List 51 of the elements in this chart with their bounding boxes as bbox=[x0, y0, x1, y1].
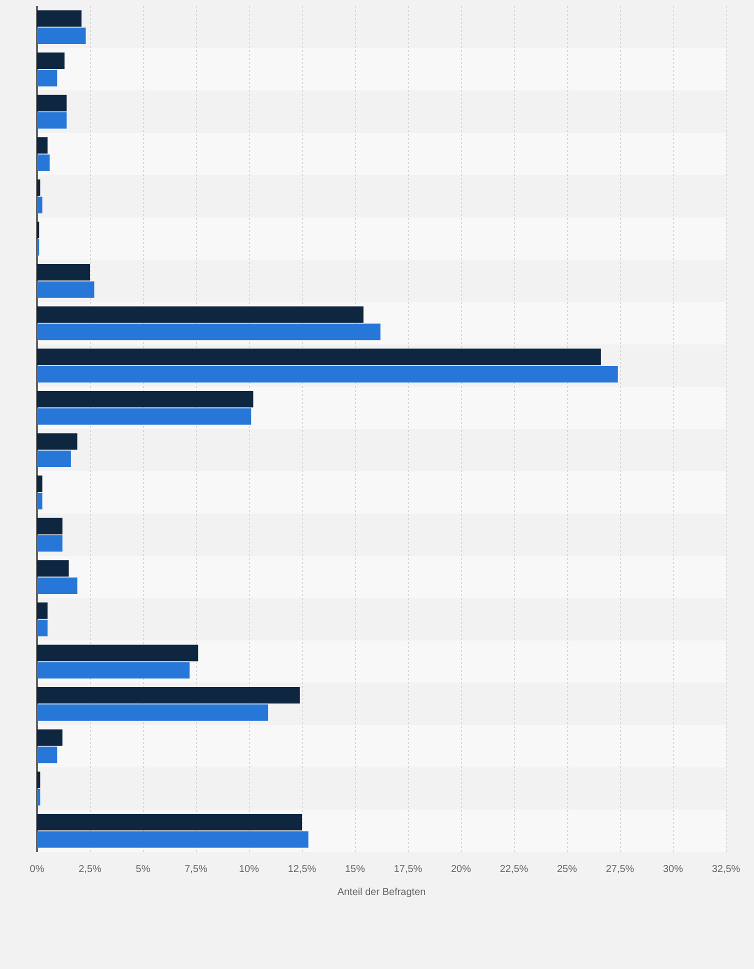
bar bbox=[37, 10, 82, 27]
x-tick-label: 30% bbox=[662, 864, 684, 875]
bar bbox=[37, 52, 65, 70]
x-tick-label: 15% bbox=[344, 864, 366, 875]
bar bbox=[37, 408, 252, 425]
bar bbox=[37, 450, 71, 468]
x-axis-title: Anteil der Befragten bbox=[337, 886, 426, 898]
bar bbox=[37, 264, 90, 281]
bar bbox=[37, 137, 48, 154]
bar bbox=[37, 814, 302, 830]
x-tick-label: 10% bbox=[238, 864, 260, 875]
x-tick-label: 25% bbox=[556, 864, 578, 875]
x-tick-label: 20% bbox=[450, 864, 472, 875]
bar bbox=[37, 560, 69, 577]
bar bbox=[37, 620, 48, 636]
bar bbox=[37, 518, 62, 534]
bar bbox=[37, 196, 42, 214]
bar bbox=[37, 644, 198, 662]
x-tick-label: 0% bbox=[30, 864, 44, 875]
bar bbox=[37, 112, 67, 129]
bar bbox=[37, 687, 300, 704]
bar bbox=[37, 729, 62, 746]
bar bbox=[37, 772, 40, 788]
x-tick-label: 22,5% bbox=[500, 864, 528, 875]
bar bbox=[37, 602, 48, 619]
x-tick-label: 12,5% bbox=[288, 864, 316, 875]
bar bbox=[37, 154, 50, 171]
bar bbox=[37, 70, 58, 86]
x-tick-label: 5% bbox=[136, 864, 150, 875]
bar bbox=[37, 577, 78, 594]
bar bbox=[37, 306, 364, 323]
bar bbox=[37, 433, 78, 450]
bar bbox=[37, 831, 308, 848]
bar bbox=[37, 476, 42, 492]
bar bbox=[37, 28, 86, 44]
x-tick-label: 7,5% bbox=[184, 864, 208, 875]
bar bbox=[37, 662, 190, 679]
bar bbox=[37, 704, 268, 721]
x-tick-label: 17,5% bbox=[394, 864, 422, 875]
bar bbox=[37, 281, 94, 298]
x-tick-label: 2,5% bbox=[78, 864, 102, 875]
bar bbox=[37, 788, 40, 806]
bar bbox=[37, 535, 62, 552]
bar bbox=[37, 324, 380, 340]
bar bbox=[37, 492, 42, 510]
bar bbox=[37, 94, 67, 112]
x-tick-label: 32,5% bbox=[712, 864, 740, 875]
bar bbox=[37, 179, 40, 196]
bar bbox=[37, 390, 254, 408]
x-tick-label: 27,5% bbox=[606, 864, 634, 875]
bar bbox=[37, 746, 58, 764]
